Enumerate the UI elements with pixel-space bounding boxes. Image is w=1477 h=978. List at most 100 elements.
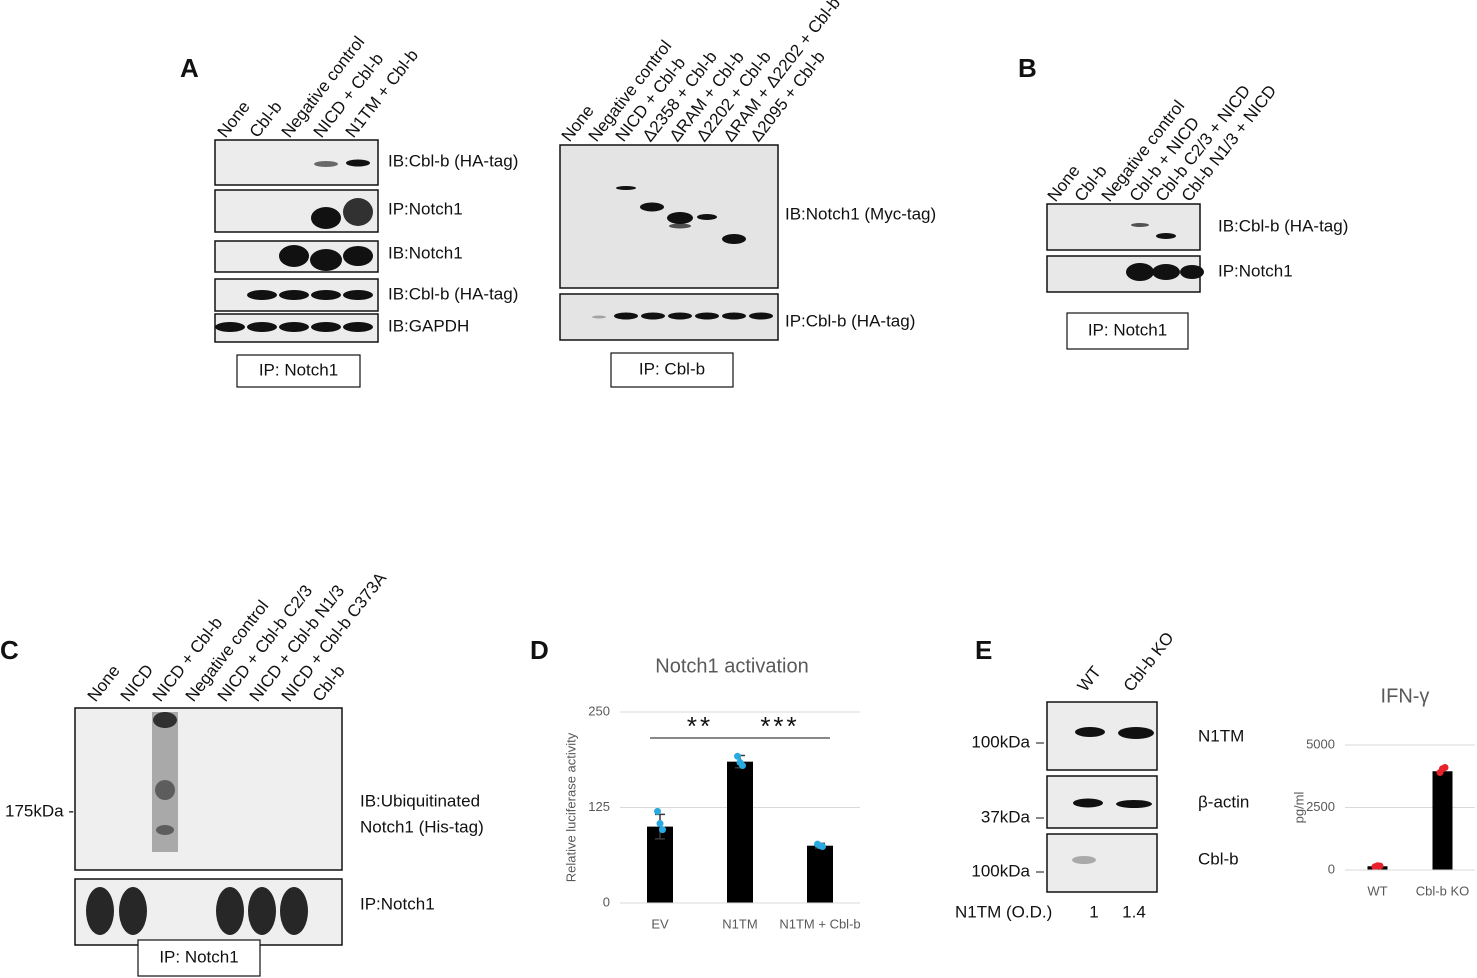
band-label: 100kDa [971,732,1030,751]
band [695,312,719,320]
band [153,712,177,728]
lane-label: WT [1074,663,1105,696]
band [1118,727,1154,739]
band-label: 100kDa [971,861,1030,880]
band [614,312,638,320]
x-tick-label: EV [651,916,669,931]
bar [807,845,833,903]
band-label: IP:Cbl-b (HA-tag) [785,311,915,330]
band [616,186,636,190]
x-tick-label: Cbl-b KO [1416,883,1469,898]
band [1126,263,1154,281]
band [669,223,691,229]
band [1180,265,1204,279]
band [1152,264,1180,280]
annotation: *** [760,711,799,741]
band-label: IB:Notch1 [388,243,463,262]
band [311,290,341,300]
band [1116,800,1152,808]
band [247,290,277,300]
band-label: IB:Cbl-b (HA-tag) [388,151,518,170]
y-tick-label: 2500 [1306,799,1335,814]
band [156,825,174,835]
band-label: β-actin [1198,792,1249,811]
band-label: IP: Notch1 [259,360,338,379]
band-label: IB:Ubiquitinated [360,791,480,810]
band [311,207,341,229]
band [1073,798,1103,808]
band [311,322,341,332]
y-tick-label: 0 [1328,861,1335,876]
data-point [1441,764,1449,771]
band-label: IB:GAPDH [388,316,469,335]
y-tick-label: 0 [603,894,610,909]
panel-label: B [1018,53,1037,83]
band [279,245,309,267]
y-tick-label: 125 [588,799,610,814]
annotation: ** [687,711,713,741]
band [640,202,664,212]
band [668,312,692,320]
band [310,249,342,271]
band-label: N1TM (O.D.) [955,902,1052,921]
panel-label: D [530,635,549,665]
band-label: IP: Cbl-b [639,359,705,378]
blot [74,707,343,871]
band-label: IP: Notch1 [159,947,238,966]
data-point [1376,862,1384,870]
band-label: Cbl-b [1198,849,1239,868]
band-label: IB:Notch1 (Myc-tag) [785,204,936,223]
lane-label: ΔRAM + Δ2202 + Cbl-b [720,0,844,145]
data-point [654,807,661,815]
band [343,290,373,300]
panel-label: C [0,635,19,665]
blot [1046,833,1158,893]
band-label: IP: Notch1 [1088,320,1167,339]
band [343,246,373,266]
band [279,290,309,300]
band-label: IP:Notch1 [388,199,463,218]
y-tick-label: 5000 [1306,736,1335,751]
band-label: 175kDa - [5,801,74,820]
data-point [659,826,666,834]
band [749,312,773,320]
lane-label: Cbl-b [246,98,286,142]
chart-title: Notch1 activation [655,655,808,677]
band [343,198,373,226]
band [215,322,245,332]
band [1131,223,1149,227]
ip-box [137,939,261,977]
band [247,322,277,332]
ip-box [236,354,361,388]
x-tick-label: N1TM [722,916,757,931]
bar [727,761,753,903]
band [1075,727,1105,737]
bar [1432,771,1453,870]
y-axis-label: pg/ml [1291,791,1306,823]
band [722,312,746,320]
band-label: IP:Notch1 [360,894,435,913]
lane-label: Cbl-b KO [1120,628,1178,695]
band [1156,233,1176,239]
y-axis-label: Relative luciferase activity [563,732,578,882]
chart-title: IFN-γ [1381,685,1430,707]
lane-label: None [84,662,124,706]
data-point [656,820,664,828]
panel-label: A [180,53,199,83]
band-label: Notch1 (His-tag) [360,817,484,836]
band [216,887,244,935]
band [86,887,114,935]
band [280,887,308,935]
band [279,322,309,332]
band-label: IP:Notch1 [1218,261,1293,280]
x-tick-label: N1TM + Cbl-b [779,916,860,931]
lane-label: NICD [117,661,158,705]
band-label: IB:Cbl-b (HA-tag) [1218,216,1348,235]
band-label: IB:Cbl-b (HA-tag) [388,284,518,303]
band [314,161,338,167]
band [119,887,147,935]
band [697,214,717,220]
band [641,312,665,320]
band [343,322,373,332]
